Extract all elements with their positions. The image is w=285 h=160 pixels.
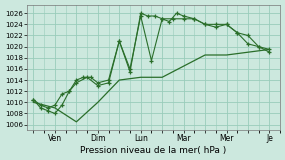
X-axis label: Pression niveau de la mer( hPa ): Pression niveau de la mer( hPa ) — [80, 146, 227, 155]
